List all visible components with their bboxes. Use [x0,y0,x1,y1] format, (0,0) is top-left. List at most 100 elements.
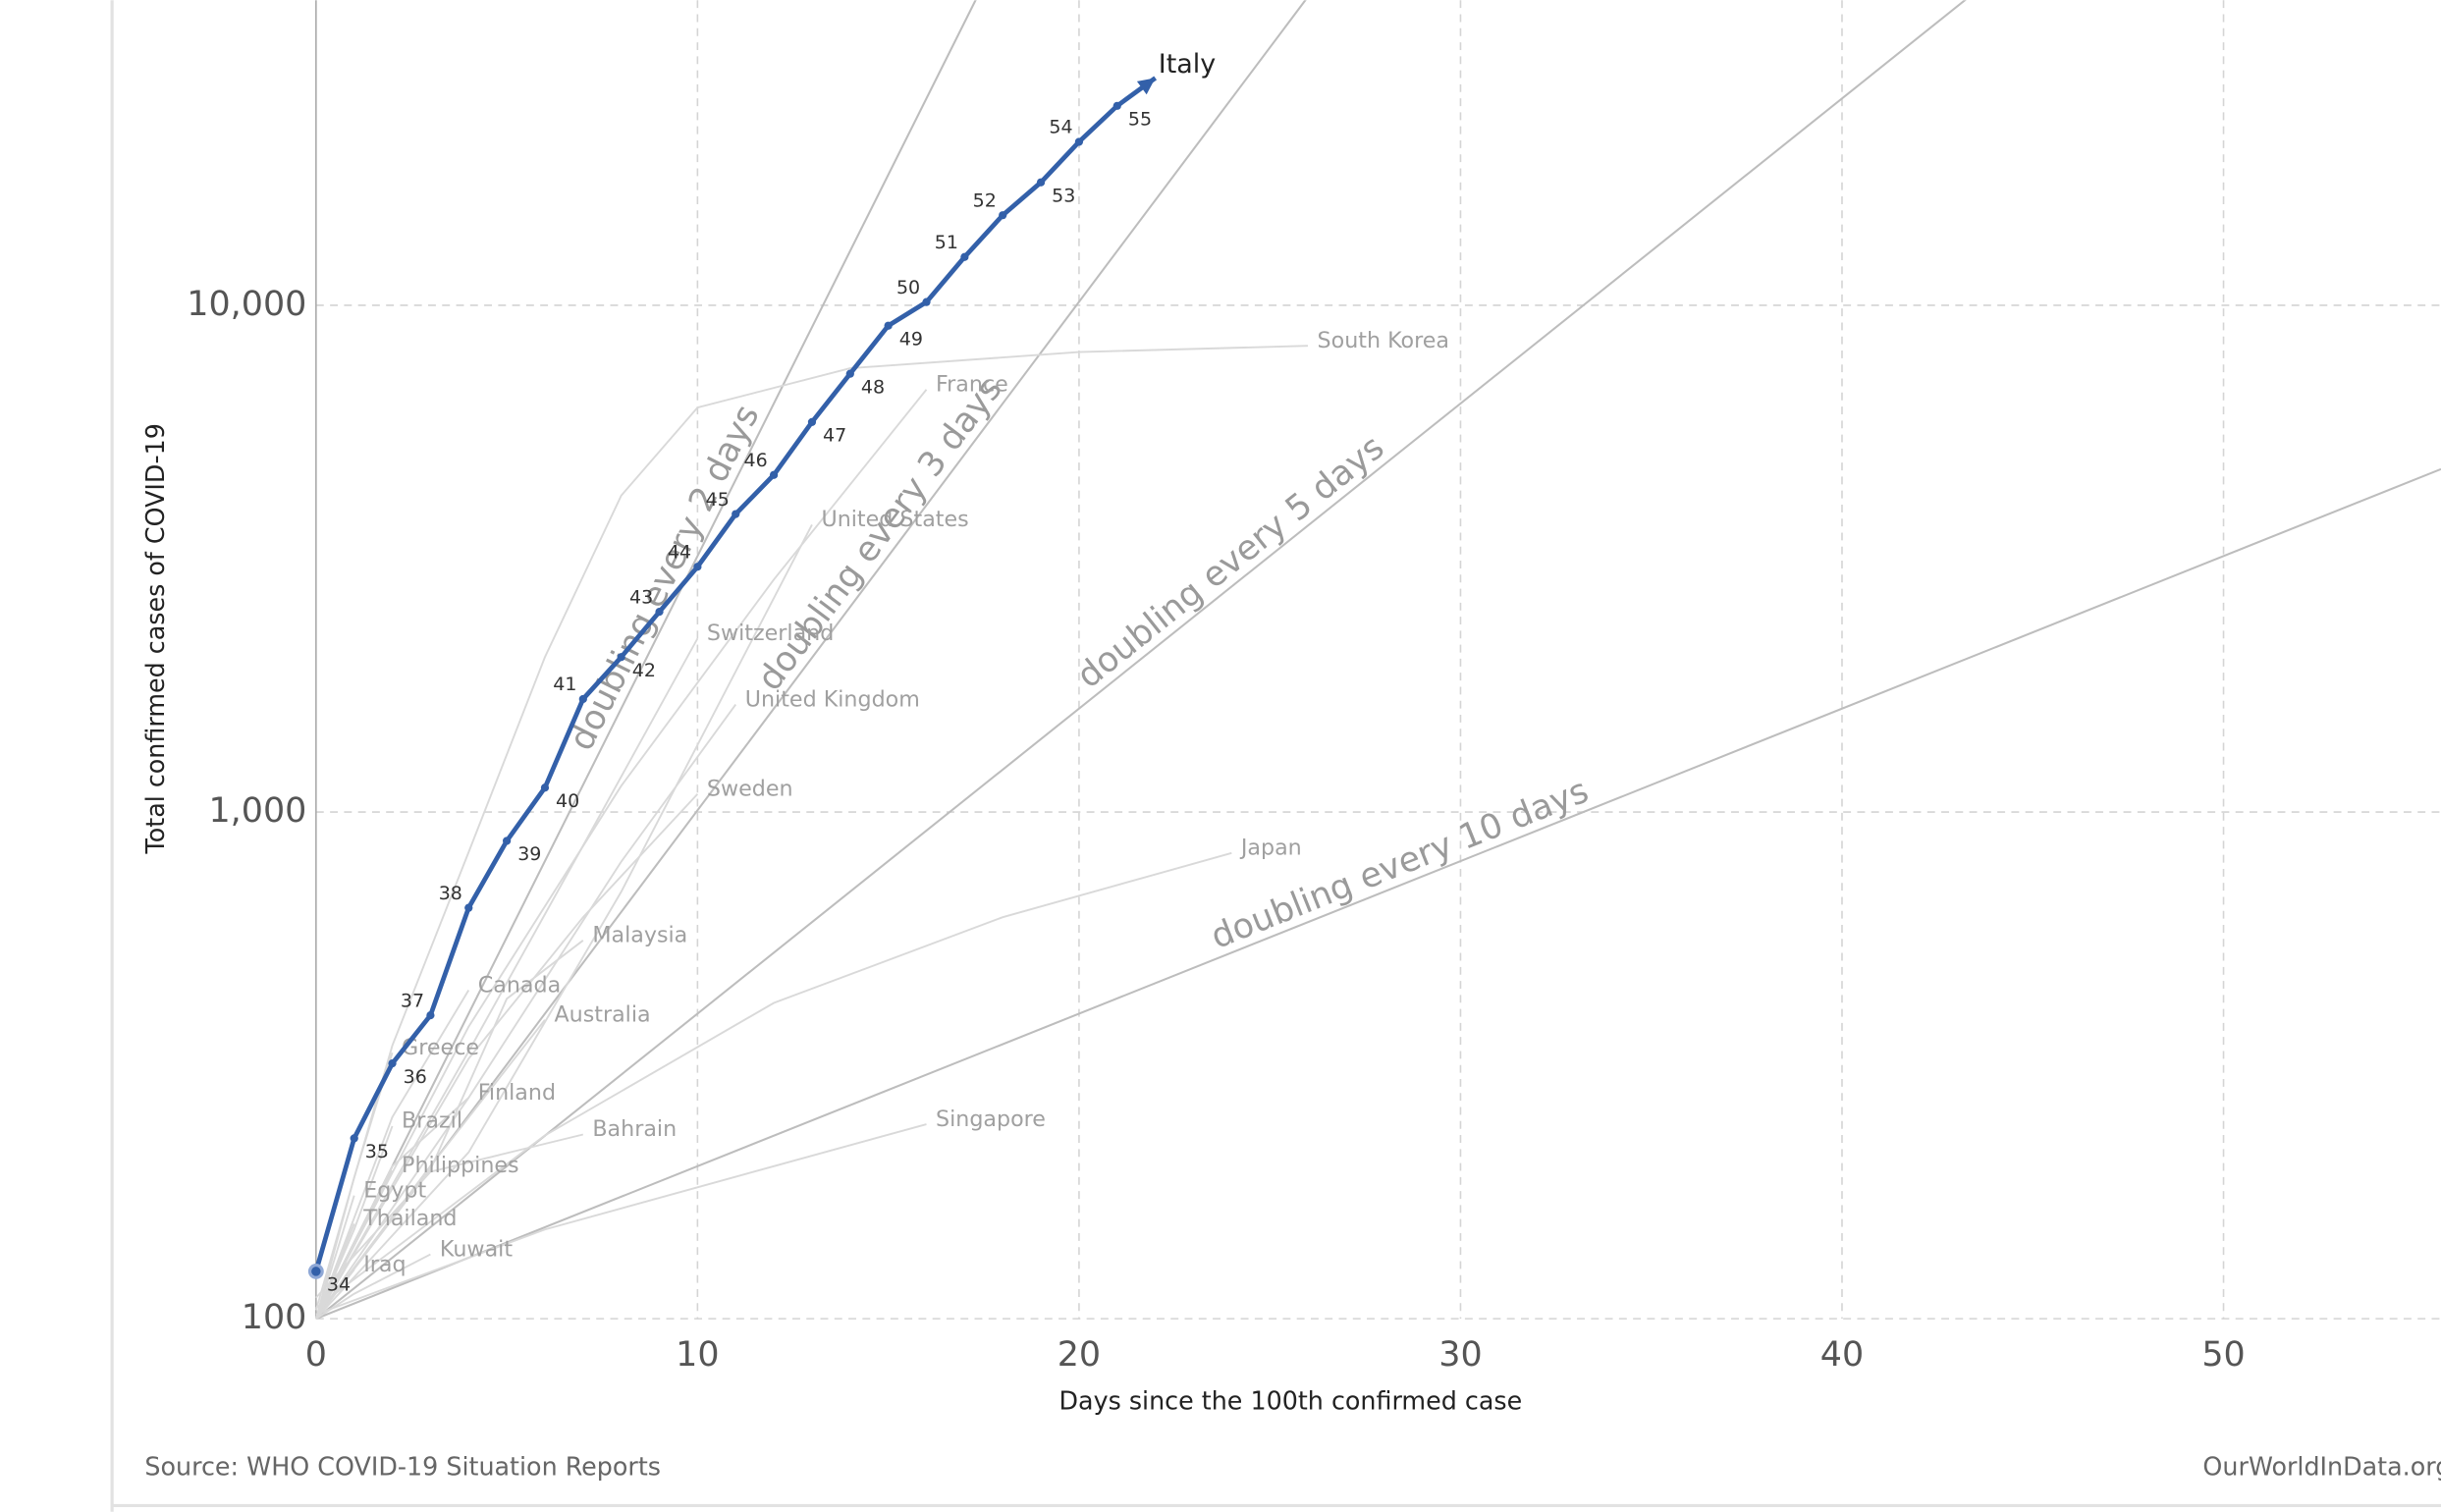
x-tick-label: 30 [1438,1335,1482,1375]
country-label: Egypt [363,1177,426,1203]
x-tick-label: 10 [676,1335,719,1375]
country-line [314,1052,394,1320]
y-tick-label: 1,000 [208,791,306,831]
country-label: Canada [478,972,561,998]
point-label: 50 [896,277,920,298]
country-line [315,1019,546,1320]
country-line [314,990,470,1320]
point-label: 49 [899,328,923,350]
source: Source: WHO COVID-19 Situation Reports [144,1451,661,1481]
country-line [315,1123,927,1316]
point-label: 36 [404,1066,427,1088]
italy-point [1074,137,1084,146]
country-line [315,793,699,1320]
italy-point [426,1010,435,1020]
italy-label: Italy [1159,49,1216,80]
italy-point [807,417,817,427]
italy-point [960,252,969,261]
country-line [315,1269,355,1320]
italy-point [845,369,854,378]
country-line [315,851,1232,1309]
point-label: 48 [861,376,885,398]
italy-point [999,211,1007,220]
x-tick-label: 0 [305,1335,327,1375]
country-label: United Kingdom [745,686,920,712]
point-label: 38 [439,883,462,904]
italy-point [1112,101,1121,110]
point-label: 34 [327,1274,351,1296]
italy-point [307,1264,324,1279]
doubling-line [315,467,2441,1320]
country-line [314,1223,355,1320]
country-label: United States [821,507,968,532]
italy-point [655,608,664,617]
point-label: 41 [553,674,576,695]
country-line [315,940,584,1320]
point-label: 44 [668,541,691,563]
country-line [315,637,699,1320]
point-label: 45 [706,489,730,511]
point-label: 42 [632,660,656,681]
y-tick-label: 10,000 [187,285,306,324]
doubling-label: doubling every 10 days [1206,772,1594,957]
italy-point [884,321,893,330]
italy-point [502,837,512,845]
country-label: South Korea [1318,328,1449,353]
point-label: 46 [744,450,768,471]
point-label: 43 [629,586,653,608]
country-label: France [936,371,1008,397]
x-tick-label: 50 [2201,1335,2245,1375]
point-label: 54 [1049,117,1072,138]
x-tick-label: 40 [1820,1335,1864,1375]
country-label: Switzerland [707,621,834,646]
italy-point [350,1134,358,1143]
country-line [315,703,737,1320]
x-axis-label: Days since the 100th confirmed case [1059,1386,1523,1416]
italy-line [313,76,1158,1272]
country-label: Singapore [936,1107,1046,1132]
country-label: Brazil [402,1108,462,1134]
doubling-line [315,0,1307,1320]
italy-point [693,563,702,571]
doubling-label: doubling every 2 days [562,399,767,757]
country-line [315,1133,584,1299]
country-label: Japan [1239,836,1302,861]
country-label: Bahrain [592,1116,677,1142]
country-line [315,1169,394,1320]
doubling-line [315,0,1967,1320]
italy-point [1036,178,1046,187]
country-line [315,523,813,1320]
arrow-head [1136,78,1156,95]
y-tick-label: 100 [242,1298,307,1337]
point-label: 47 [823,425,846,447]
doubling-line [315,0,977,1320]
italy-point [388,1059,397,1068]
point-label: 51 [935,232,958,253]
country-label: Finland [478,1080,556,1106]
point-label: 35 [365,1141,389,1162]
italy-point [578,694,587,704]
country-line [314,1195,355,1320]
italy-point [464,903,473,912]
x-tick-label: 20 [1058,1335,1101,1375]
country-line [315,389,928,1320]
country-label: Australia [554,1001,650,1027]
italy-point [732,510,740,518]
point-label: 52 [973,189,997,211]
country-line [314,345,1309,1311]
country-label: Sweden [707,777,793,802]
italy-point [922,297,931,306]
point-label: 39 [517,843,541,865]
doubling-label: doubling every 5 days [1070,428,1392,696]
brand: OurWorldInData.org [2202,1451,2441,1481]
point-label: 37 [401,990,424,1011]
y-axis-label: Total confirmed cases of COVID-19 [140,423,170,854]
country-line [315,1253,431,1320]
point-label: 53 [1052,185,1075,206]
country-label: Kuwait [440,1236,513,1262]
point-label: 55 [1128,109,1152,131]
italy-point [617,653,625,662]
italy-point [540,783,550,792]
